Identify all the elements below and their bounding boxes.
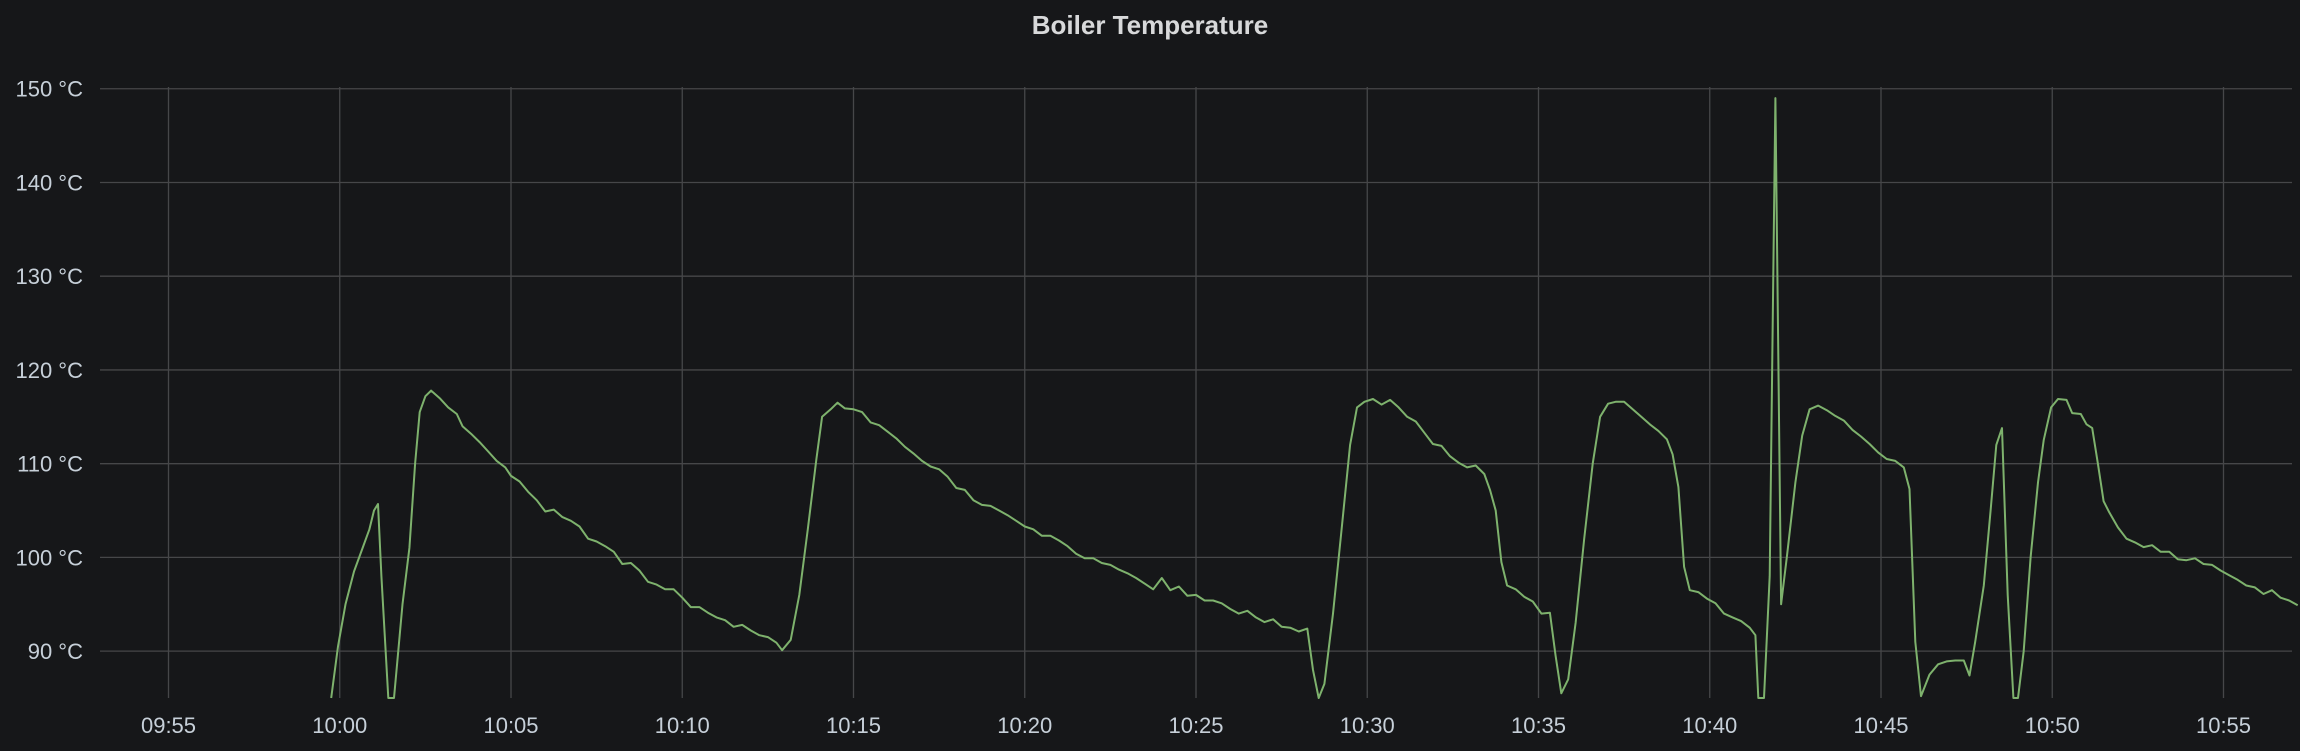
y-tick-label: 90 °C — [28, 639, 83, 664]
x-tick-label: 10:20 — [997, 713, 1052, 738]
x-tick-label: 10:55 — [2196, 713, 2251, 738]
y-tick-label: 120 °C — [15, 358, 83, 383]
series-line — [330, 97, 2299, 699]
x-axis: 09:55 10:00 10:05 10:10 10:15 10:20 10:25 10:30… — [141, 713, 2251, 738]
x-tick-label: 10:10 — [655, 713, 710, 738]
x-tick-label: 09:55 — [141, 713, 196, 738]
x-tick-label: 10:25 — [1168, 713, 1223, 738]
y-tick-label: 100 °C — [15, 545, 83, 570]
x-tick-label: 10:35 — [1511, 713, 1566, 738]
plot-area — [330, 97, 2299, 699]
x-tick-label: 10:40 — [1682, 713, 1737, 738]
x-tick-label: 10:50 — [2025, 713, 2080, 738]
y-tick-label: 110 °C — [17, 452, 83, 477]
y-axis: 90 °C 100 °C 110 °C 120 °C 130 °C 140 °C 150 °… — [15, 77, 83, 664]
x-tick-label: 10:00 — [312, 713, 367, 738]
chart-title: Boiler Temperature — [1031, 10, 1269, 40]
y-tick-label: 130 °C — [15, 264, 83, 289]
x-tick-label: 10:05 — [483, 713, 538, 738]
y-tick-label: 140 °C — [15, 170, 83, 195]
x-tick-label: 10:30 — [1340, 713, 1395, 738]
chart-grid — [100, 87, 2292, 698]
x-tick-label: 10:15 — [826, 713, 881, 738]
x-tick-label: 10:45 — [1853, 713, 1908, 738]
y-tick-label: 150 °C — [15, 77, 83, 102]
